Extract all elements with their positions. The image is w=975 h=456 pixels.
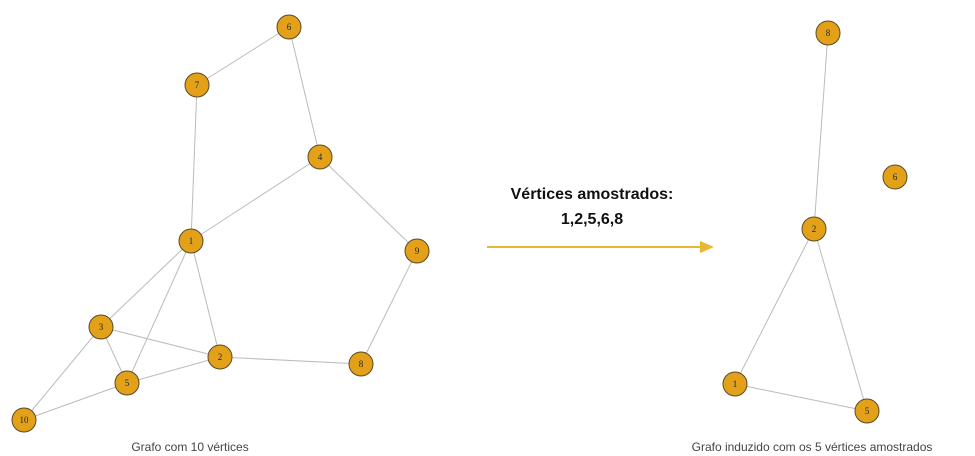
- node-label: 6: [893, 172, 898, 182]
- node-label: 4: [318, 152, 323, 162]
- node-label: 7: [195, 80, 200, 90]
- node-label: 9: [415, 246, 420, 256]
- arrow-head: [700, 241, 714, 253]
- arrow-title: Vértices amostrados:: [511, 186, 674, 203]
- right-nodes: 1 2 5 6 8: [722, 20, 908, 424]
- node-label: 1: [189, 236, 194, 246]
- node-label: 2: [812, 224, 817, 234]
- node-label: 8: [359, 359, 364, 369]
- caption: Grafo induzido com os 5 vértices amostra…: [692, 440, 933, 454]
- node-label: 6: [287, 22, 292, 32]
- caption: Grafo com 10 vértices: [131, 440, 248, 454]
- node-label: 5: [865, 406, 870, 416]
- left-nodes: 1 2 3 4 5 6 7 8 9 10: [11, 14, 430, 433]
- right-edges: [734, 32, 868, 412]
- node-label: 2: [218, 352, 223, 362]
- node-label: 5: [125, 378, 130, 388]
- arrow-sample: 1,2,5,6,8: [561, 211, 623, 228]
- node-label: 8: [826, 28, 831, 38]
- node-label: 1: [733, 379, 738, 389]
- node-label: 3: [99, 322, 104, 332]
- node-label: 10: [20, 415, 30, 425]
